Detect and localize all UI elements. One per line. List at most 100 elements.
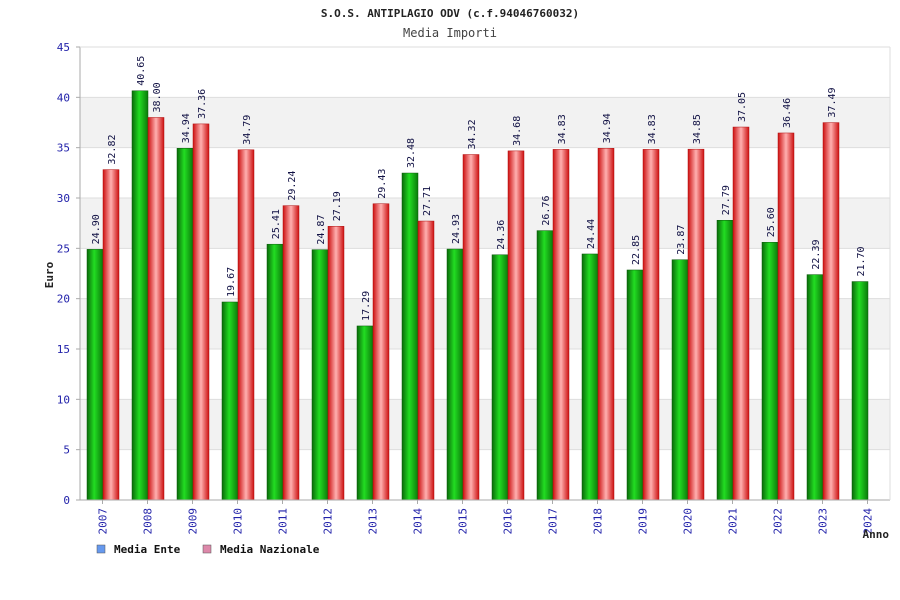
y-tick-label: 5 (63, 444, 70, 457)
bar-media-nazionale-2009 (192, 123, 210, 501)
x-tick-label: 2011 (277, 508, 290, 535)
x-axis-ticks: 2007 2008 2009 2010 2011 2012 2013 2014 2015 2016… (97, 500, 875, 535)
bar-value-label: 24.93 (451, 214, 462, 244)
bar-value-label: 22.39 (811, 239, 822, 269)
bar-media-nazionale-2011 (282, 205, 300, 501)
legend-label-media-ente: Media Ente (114, 543, 181, 556)
chart-subtitle: Media Importi (403, 26, 497, 40)
bar-media-nazionale-2013 (372, 203, 390, 501)
x-tick-label: 2022 (772, 508, 785, 535)
bar-value-label: 34.68 (512, 116, 523, 146)
bar-value-label: 29.43 (377, 169, 388, 199)
y-axis-label: Euro (43, 261, 56, 288)
bar-value-label: 27.19 (332, 191, 343, 221)
x-tick-label: 2023 (817, 508, 830, 535)
bar-value-label: 19.67 (226, 267, 237, 297)
y-tick-label: 25 (57, 242, 70, 255)
bar-media-ente-2019 (626, 269, 644, 501)
bar-media-nazionale-2008 (147, 117, 165, 501)
bar-value-label: 27.71 (422, 186, 433, 216)
bar-media-ente-2015 (446, 248, 464, 501)
bar-media-ente-2018 (581, 253, 599, 501)
y-tick-label: 40 (57, 91, 70, 104)
grid-band (80, 198, 890, 249)
bar-media-ente-2013 (356, 325, 374, 501)
bar-value-label: 34.94 (602, 113, 613, 143)
bar-media-nazionale-2020 (687, 148, 705, 501)
x-tick-label: 2018 (592, 508, 605, 535)
bar-media-ente-2014 (401, 172, 419, 501)
bar-value-label: 24.90 (91, 214, 102, 244)
y-tick-label: 30 (57, 192, 70, 205)
bar-media-ente-2007 (86, 249, 104, 501)
bar-media-ente-2009 (176, 148, 194, 501)
bar-value-label: 17.29 (361, 291, 372, 321)
y-tick-label: 45 (57, 41, 70, 54)
bar-media-nazionale-2021 (732, 126, 750, 501)
bar-value-label: 27.79 (721, 185, 732, 215)
bar-value-label: 24.87 (316, 215, 327, 245)
grid-band (80, 298, 890, 349)
bar-value-label: 34.85 (692, 114, 703, 144)
bar-value-label: 29.24 (287, 171, 298, 201)
bar-media-nazionale-2019 (642, 149, 660, 501)
bar-media-nazionale-2017 (552, 149, 570, 501)
x-tick-label: 2024 (862, 508, 875, 535)
y-tick-label: 35 (57, 142, 70, 155)
bar-value-label: 32.82 (107, 135, 118, 165)
bar-media-nazionale-2007 (102, 169, 120, 501)
y-axis-ticks: 0 5 10 15 20 25 30 35 40 45 (57, 41, 80, 507)
x-tick-label: 2016 (502, 508, 515, 535)
y-tick-label: 10 (57, 393, 70, 406)
bar-media-nazionale-2022 (777, 132, 795, 501)
bar-value-label: 34.83 (557, 114, 568, 144)
legend-label-media-nazionale: Media Nazionale (220, 543, 320, 556)
chart-title: S.O.S. ANTIPLAGIO ODV (c.f.94046760032) (321, 7, 579, 20)
bar-value-label: 25.41 (271, 209, 282, 239)
grid-band (80, 97, 890, 148)
x-tick-label: 2014 (412, 508, 425, 535)
bar-media-ente-2021 (716, 219, 734, 501)
bar-media-nazionale-2014 (417, 220, 435, 501)
legend: Media Ente Media Nazionale (96, 543, 320, 556)
bar-value-label: 22.85 (631, 235, 642, 265)
bar-value-label: 32.48 (406, 138, 417, 168)
legend-swatch-media-nazionale (202, 544, 212, 554)
bar-media-nazionale-2023 (822, 122, 840, 501)
x-tick-label: 2020 (682, 508, 695, 535)
bar-media-nazionale-2018 (597, 148, 615, 501)
bar-value-label: 40.65 (136, 56, 147, 86)
bar-media-ente-2011 (266, 243, 284, 501)
x-axis-label: Anno (863, 528, 890, 541)
bar-value-label: 23.87 (676, 225, 687, 255)
x-tick-label: 2015 (457, 508, 470, 535)
bar-media-nazionale-2012 (327, 226, 345, 501)
x-tick-label: 2010 (232, 508, 245, 535)
plot-area: 24.90 32.82 40.65 38.00 34.94 37.36 19.67 34.79… (79, 46, 891, 501)
bar-value-label: 36.46 (782, 98, 793, 128)
x-tick-label: 2007 (97, 508, 110, 535)
bar-value-label: 24.44 (586, 219, 597, 249)
bar-value-label: 37.05 (737, 92, 748, 122)
bar-media-ente-2008 (131, 90, 149, 501)
bar-media-nazionale-2016 (507, 150, 525, 501)
bar-media-ente-2016 (491, 254, 509, 501)
legend-swatch-media-ente (96, 544, 106, 554)
y-tick-label: 0 (63, 494, 70, 507)
x-tick-label: 2017 (547, 508, 560, 535)
bar-value-label: 34.83 (647, 114, 658, 144)
bar-media-ente-2020 (671, 259, 689, 501)
x-tick-label: 2019 (637, 508, 650, 535)
x-tick-label: 2013 (367, 508, 380, 535)
bar-value-label: 25.60 (766, 207, 777, 237)
bar-media-nazionale-2010 (237, 149, 255, 501)
bar-media-nazionale-2015 (462, 154, 480, 501)
bar-media-ente-2024 (851, 281, 869, 501)
x-tick-label: 2021 (727, 508, 740, 535)
bar-value-label: 26.76 (541, 196, 552, 226)
x-tick-label: 2009 (187, 508, 200, 535)
grid-band (80, 399, 890, 450)
bar-media-ente-2023 (806, 274, 824, 501)
bar-media-ente-2010 (221, 301, 239, 501)
y-tick-label: 15 (57, 343, 70, 356)
